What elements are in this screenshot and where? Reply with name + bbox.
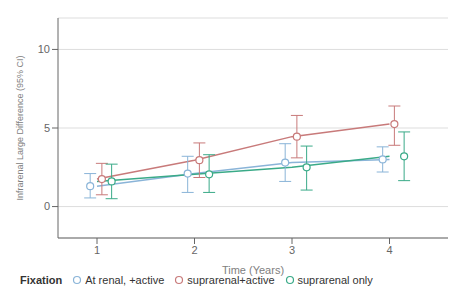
svg-text:Time (Years): Time (Years) — [222, 264, 284, 276]
svg-text:Infrarenal Large Difference (9: Infrarenal Large Difference (95% CI) — [15, 56, 25, 201]
html-text:Fixation: Fixation — [20, 274, 63, 286]
svg-text:1: 1 — [94, 244, 100, 256]
html-text:suprarenal only: suprarenal only — [297, 274, 373, 286]
html-text:suprarenal+active: suprarenal+active — [187, 274, 275, 286]
svg-text:10: 10 — [38, 43, 50, 55]
svg-text:4: 4 — [386, 244, 392, 256]
svg-text:2: 2 — [191, 244, 197, 256]
svg-text:3: 3 — [289, 244, 295, 256]
html-text:At renal, +active: At renal, +active — [85, 274, 165, 286]
svg-text:5: 5 — [44, 122, 50, 134]
svg-text:0: 0 — [44, 200, 50, 212]
